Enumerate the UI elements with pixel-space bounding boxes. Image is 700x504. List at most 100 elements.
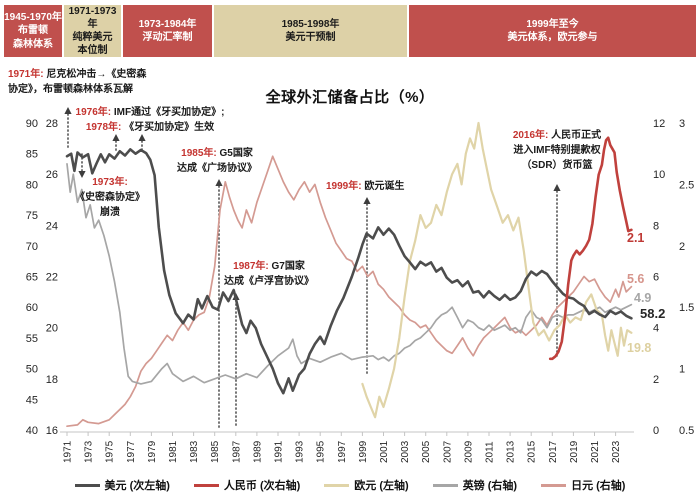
left-axis-label: 28 <box>46 118 58 130</box>
anno-1987: 1987年: G7国家 达成《卢浮宫协议》 <box>218 259 320 289</box>
x-axis-label: 2009 <box>463 440 474 463</box>
jpy-line <box>66 155 633 428</box>
cny-line <box>548 136 633 361</box>
annotation-text: 达成《广场协议》 <box>177 163 257 174</box>
annotation-line: 1971年: 尼克松冲击→《史密森 <box>8 67 240 82</box>
anno-1973: 1973年: 《史密森协定》 崩溃 <box>55 175 165 220</box>
annotation-text: 人民币正式 <box>548 130 602 141</box>
legend-item-2: 人民币 (次右轴) <box>193 477 300 493</box>
legend-item-1: 美元 (次左轴) <box>74 477 170 493</box>
anno-1976-1978-arrowhead-icon <box>112 134 120 141</box>
annotation-text: G5国家 <box>216 148 253 159</box>
secondary_left-axis-label: 85 <box>26 149 38 161</box>
x-axis-label: 2013 <box>506 440 517 463</box>
anno-2016-arrowhead-icon <box>553 184 561 191</box>
x-axis-label: 1975 <box>105 440 116 463</box>
annotation-line: （SDR）货币篮 <box>498 158 616 173</box>
annotation-year: 2016年: <box>512 130 549 141</box>
era-band-label: 纯粹美元 <box>72 32 113 43</box>
legend-line-swatch <box>74 483 100 487</box>
secondary_right-axis-label: 3 <box>679 118 685 130</box>
x-axis-label: 1991 <box>274 440 285 463</box>
annotation-line: 协定》，布雷顿森林体系瓦解 <box>8 82 240 97</box>
x-axis-label: 1999 <box>358 440 369 463</box>
right-axis-label: 0 <box>653 425 659 437</box>
era-band-2: 1971-1973年 纯粹美元 本位制 <box>64 5 121 57</box>
era-timeline-banner: 1945-1970年 布雷顿 森林体系 1971-1973年 纯粹美元 本位制 1973-1… <box>4 5 696 57</box>
x-axis-label: 2021 <box>590 440 601 463</box>
era-band-label: 浮动汇率制 <box>142 32 193 43</box>
annotation-line: 1978年: 《牙买加协定》生效 <box>70 120 230 135</box>
annotation-line: 崩溃 <box>55 205 165 220</box>
x-axis-label: 2023 <box>611 440 622 463</box>
right-axis-label: 8 <box>653 220 659 232</box>
annotation-line: 1973年: <box>55 175 165 190</box>
anno-1985-arrowhead-icon <box>215 179 223 186</box>
annotation-text: 崩溃 <box>100 207 120 218</box>
secondary_right-axis-label: 1 <box>679 364 685 376</box>
secondary_left-axis-label: 60 <box>26 302 38 314</box>
secondary_right-axis-label: 2.5 <box>679 179 694 191</box>
x-axis-label: 2005 <box>421 440 432 463</box>
era-band-label: 1999年至今 <box>526 18 579 30</box>
x-axis-label: 2007 <box>442 440 453 463</box>
annotation-line: 1976年: IMF通过《牙买加协定》; <box>70 105 230 120</box>
era-band-label: 本位制 <box>77 45 108 57</box>
annotation-line: 进入IMF特别提款权 <box>498 143 616 158</box>
anno-1976-1978-arrowhead-icon <box>138 134 146 141</box>
annotation-line: 2016年: 人民币正式 <box>498 128 616 143</box>
era-band-1: 1945-1970年 布雷顿 森林体系 <box>4 5 62 57</box>
right-axis-label: 4 <box>653 323 659 335</box>
left-axis-label: 22 <box>46 272 58 284</box>
annotation-line: 达成《广场协议》 <box>168 161 266 176</box>
annotation-year: 1999年: <box>326 181 362 192</box>
secondary_left-axis-label: 65 <box>26 272 38 284</box>
gbp-line <box>66 163 633 385</box>
secondary_left-axis-label: 40 <box>26 425 38 437</box>
era-band-5: 1999年至今美元体系，欧元参与 <box>409 5 696 57</box>
x-axis-label: 1993 <box>295 440 306 463</box>
secondary_right-axis-label: 1.5 <box>679 302 694 314</box>
anno-1973-arrowhead-icon <box>78 171 86 178</box>
annotation-line: 1985年: G5国家 <box>168 146 266 161</box>
legend-label: 欧元 (左轴) <box>354 480 409 492</box>
legend-item-4: 英镑 (右轴) <box>432 477 518 493</box>
annotation-year: 1985年: <box>181 148 217 159</box>
annotation-year: 1976年: <box>75 107 112 118</box>
legend-label: 英镑 (右轴) <box>462 480 518 492</box>
x-axis-label: 1995 <box>316 440 327 463</box>
x-axis-label: 1979 <box>147 440 158 463</box>
annotation-year: 1978年: <box>85 122 122 133</box>
left-axis-label: 16 <box>46 425 58 437</box>
right-axis-label: 12 <box>653 118 665 130</box>
era-band-label: 美元体系，欧元参与 <box>507 32 598 43</box>
left-axis-label: 20 <box>46 323 58 335</box>
x-axis-label: 2011 <box>485 441 496 463</box>
anno-1999: 1999年: 欧元诞生 <box>326 179 446 194</box>
annotation-line: 1999年: 欧元诞生 <box>326 179 446 194</box>
x-axis-label: 1983 <box>189 440 200 463</box>
secondary_left-axis-label: 90 <box>26 118 38 130</box>
era-band-label: 美元干预制 <box>285 32 336 43</box>
legend-item-5: 日元 (右轴) <box>541 477 625 493</box>
x-axis-label: 2019 <box>569 440 580 463</box>
gbp-value-label: 4.9 <box>634 291 651 305</box>
annotation-text: 达成《卢浮宫协议》 <box>224 276 314 287</box>
annotation-text: 《牙买加协定》生效 <box>121 122 215 133</box>
annotation-line: 达成《卢浮宫协议》 <box>218 274 320 289</box>
era-band-label: 1973-1984年 <box>138 18 197 30</box>
right-axis-label: 2 <box>653 374 659 386</box>
x-axis-label: 1997 <box>337 440 348 463</box>
legend-line-swatch <box>193 483 219 487</box>
usd-value-label: 58.2 <box>640 306 665 321</box>
annotation-text: 尼克松冲击→《史密森 <box>43 69 147 80</box>
eur-line <box>361 121 633 419</box>
anno-2016: 2016年: 人民币正式进入IMF特别提款权 （SDR）货币篮 <box>498 128 616 173</box>
secondary_right-axis-label: 0.5 <box>679 425 694 437</box>
annotation-text: 进入IMF特别提款权 <box>513 145 601 156</box>
eur-value-label: 19.8 <box>627 341 651 355</box>
secondary_right-axis-label: 2 <box>679 241 685 253</box>
annotation-text: G7国家 <box>268 261 305 272</box>
annotation-text: 协定》，布雷顿森林体系瓦解 <box>8 84 133 95</box>
